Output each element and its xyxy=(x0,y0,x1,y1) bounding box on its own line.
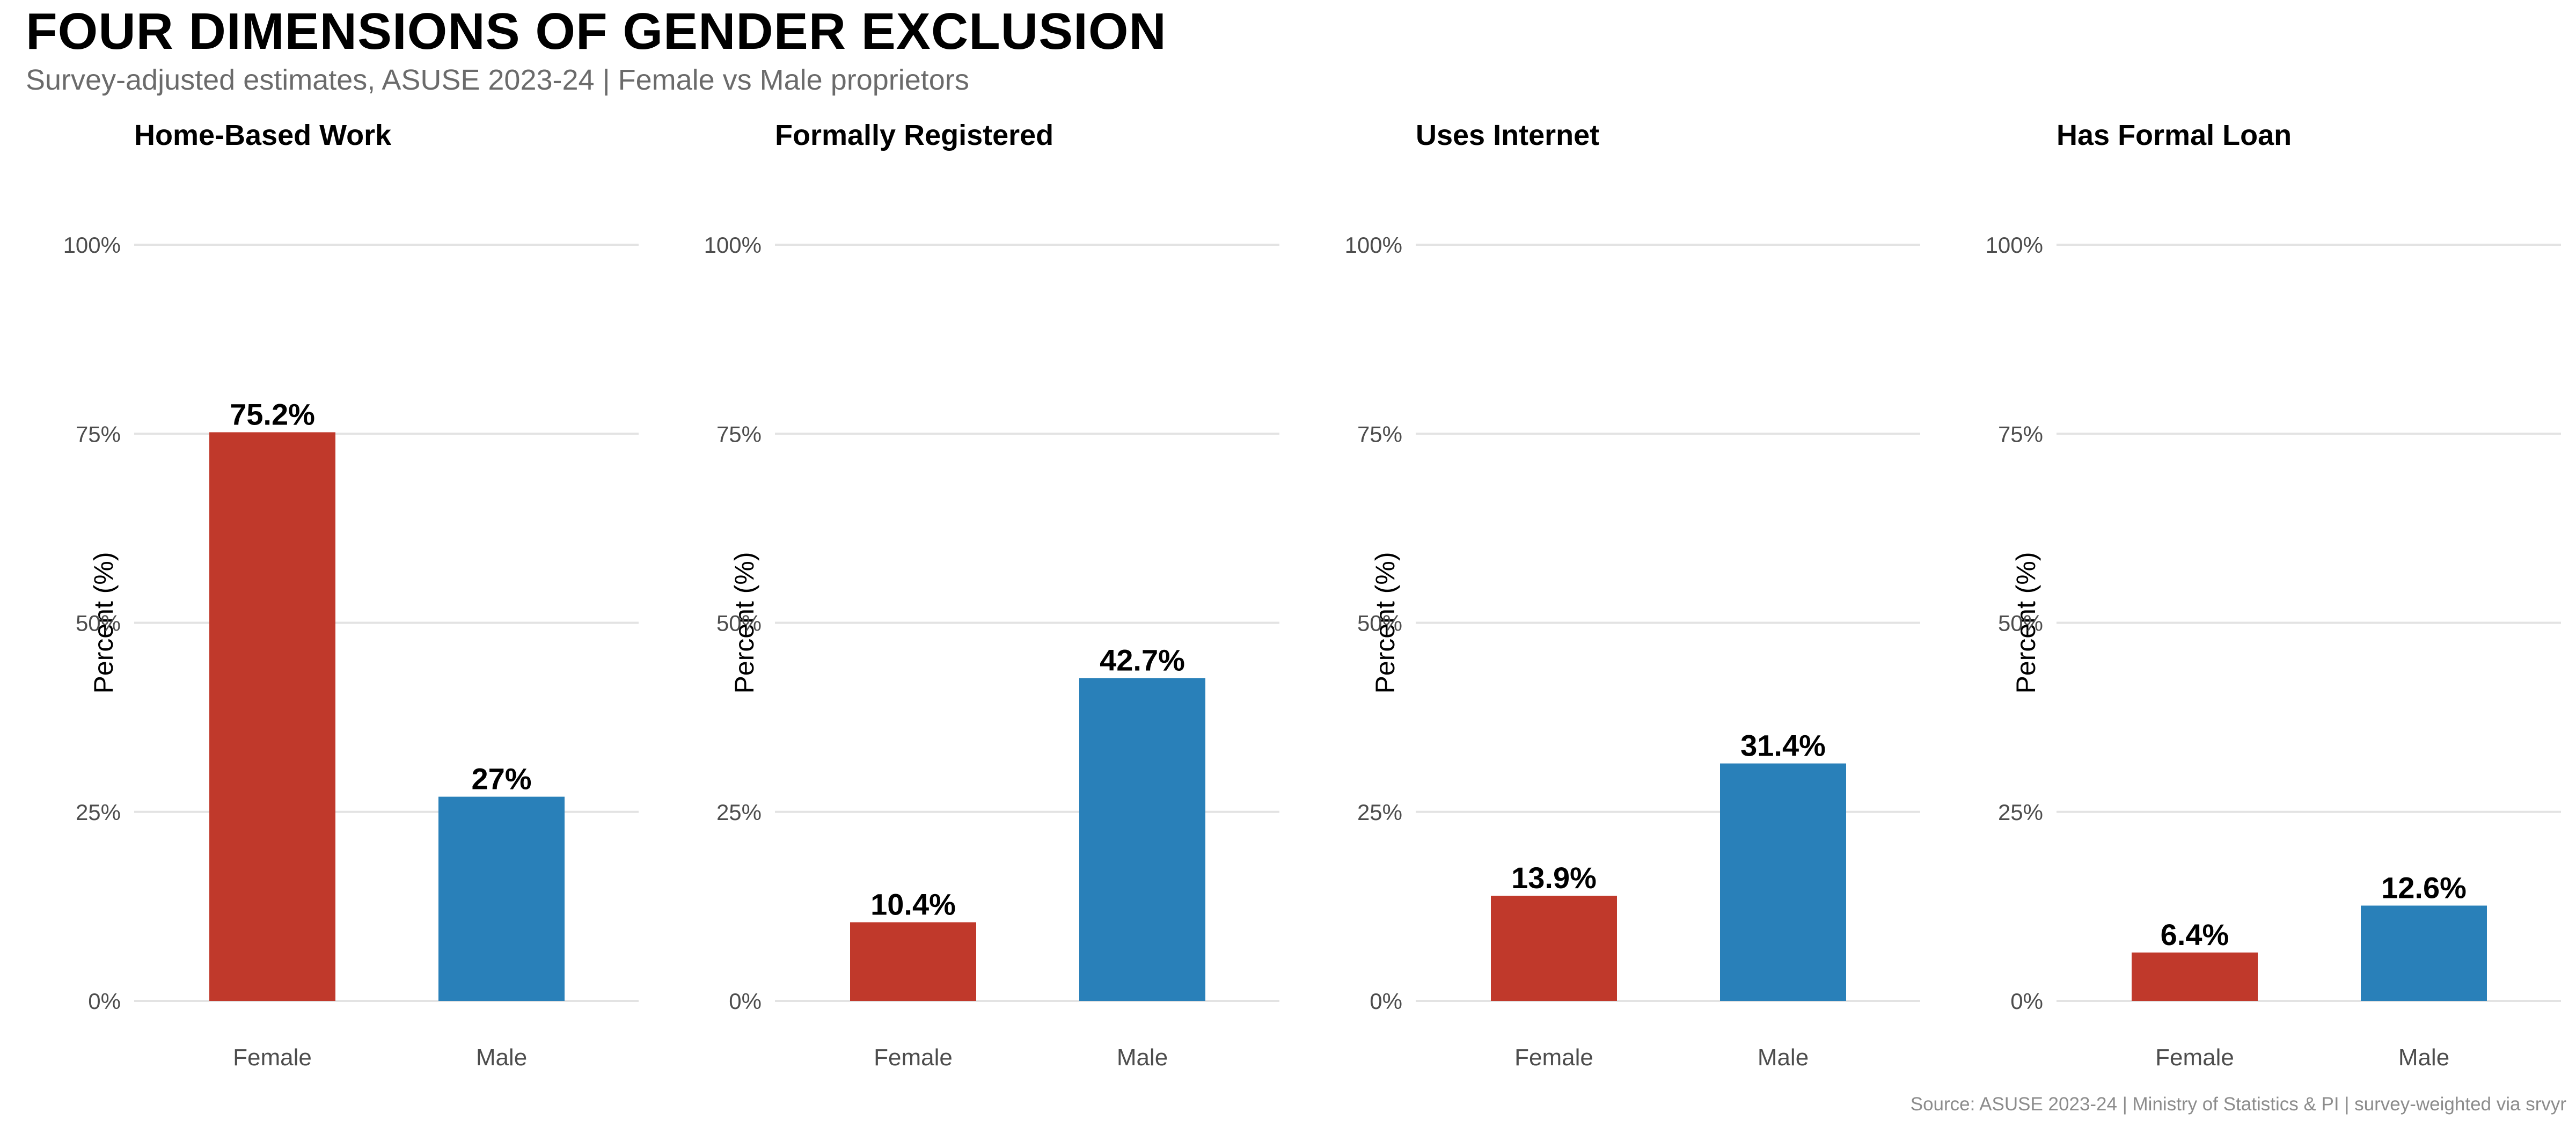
x-tick-label: Female xyxy=(233,1044,312,1071)
y-axis-label: Percent (%) xyxy=(89,552,119,694)
y-tick-label: 100% xyxy=(1345,232,1402,258)
y-axis-label: Percent (%) xyxy=(2011,552,2041,694)
x-tick-label: Male xyxy=(476,1044,527,1071)
facet-title: Home-Based Work xyxy=(134,119,392,151)
y-tick-label: 50% xyxy=(1357,611,1402,636)
y-tick-label: 25% xyxy=(716,800,762,825)
page-title: FOUR DIMENSIONS OF GENDER EXCLUSION xyxy=(26,3,1167,60)
data-label: 13.9% xyxy=(1511,861,1597,895)
y-tick-label: 75% xyxy=(1998,421,2043,447)
data-label: 6.4% xyxy=(2161,918,2229,952)
y-tick-label: 25% xyxy=(76,800,121,825)
x-tick-label: Female xyxy=(2155,1044,2234,1071)
x-tick-label: Female xyxy=(874,1044,953,1071)
data-label: 75.2% xyxy=(230,397,315,431)
facet-title: Formally Registered xyxy=(775,119,1053,151)
data-label: 10.4% xyxy=(870,887,956,921)
page-subtitle: Survey-adjusted estimates, ASUSE 2023-24… xyxy=(26,64,969,96)
data-label: 12.6% xyxy=(2381,870,2467,904)
y-tick-label: 50% xyxy=(1998,611,2043,636)
x-tick-label: Male xyxy=(1117,1044,1168,1071)
y-tick-label: 100% xyxy=(704,232,762,258)
bar-female xyxy=(209,432,335,1001)
bar-female xyxy=(850,922,976,1001)
bar-male xyxy=(1720,763,1846,1001)
y-axis-label: Percent (%) xyxy=(1370,552,1400,694)
y-tick-label: 25% xyxy=(1357,800,1402,825)
x-tick-label: Male xyxy=(2398,1044,2449,1071)
facet-title: Uses Internet xyxy=(1416,119,1599,151)
y-tick-label: 75% xyxy=(1357,421,1402,447)
y-tick-label: 0% xyxy=(2010,989,2043,1014)
y-tick-label: 75% xyxy=(716,421,762,447)
facet-title: Has Formal Loan xyxy=(2057,119,2292,151)
source-caption: Source: ASUSE 2023-24 | Ministry of Stat… xyxy=(1910,1094,2566,1115)
data-label: 42.7% xyxy=(1100,643,1185,677)
y-tick-label: 0% xyxy=(729,989,762,1014)
data-label: 27% xyxy=(471,762,531,796)
x-tick-label: Female xyxy=(1514,1044,1593,1071)
x-tick-label: Male xyxy=(1758,1044,1809,1071)
y-tick-label: 50% xyxy=(716,611,762,636)
y-tick-label: 100% xyxy=(63,232,121,258)
y-tick-label: 75% xyxy=(76,421,121,447)
bar-male xyxy=(438,796,565,1001)
bar-female xyxy=(2132,952,2258,1001)
data-label: 31.4% xyxy=(1740,729,1826,763)
y-tick-label: 0% xyxy=(1370,989,1402,1014)
y-tick-label: 25% xyxy=(1998,800,2043,825)
bar-male xyxy=(2361,905,2487,1001)
y-tick-label: 100% xyxy=(1986,232,2043,258)
bar-female xyxy=(1491,896,1617,1001)
bar-male xyxy=(1079,678,1205,1001)
y-tick-label: 50% xyxy=(76,611,121,636)
y-axis-label: Percent (%) xyxy=(729,552,759,694)
y-tick-label: 0% xyxy=(88,989,121,1014)
